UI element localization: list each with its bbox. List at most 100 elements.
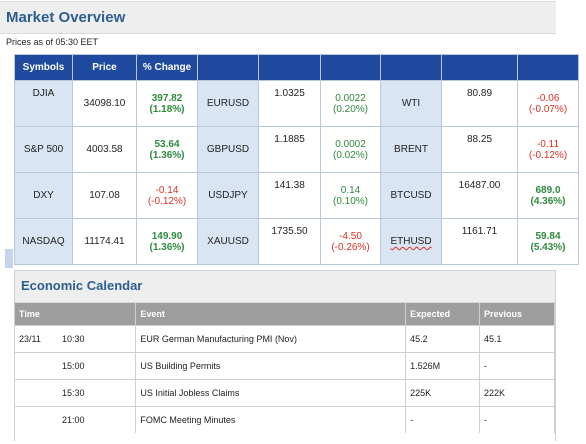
expected-cell: 45.2 [405, 325, 481, 353]
change-cell: 59.84 (5.43%) [517, 218, 579, 265]
expected-cell: 1.526M [405, 352, 481, 380]
change-value: -0.06 [536, 92, 560, 104]
price-cell: 1735.50 [258, 218, 321, 265]
economic-calendar-panel: Economic Calendar Time Event Expected Pr… [14, 270, 556, 441]
col-header-blank [258, 54, 321, 81]
price-cell: 1.0325 [258, 80, 321, 127]
change-cell: -0.14 (-0.12%) [136, 172, 198, 219]
change-cell: 53.64 (1.36%) [136, 126, 198, 173]
price-cell: 1.1885 [258, 126, 321, 173]
market-overview-header: Market Overview [0, 1, 556, 34]
change-value: 0.14 [340, 184, 361, 196]
economic-calendar-table: Time Event Expected Previous 23/11 10:30… [15, 303, 555, 433]
change-percent: (-0.12%) [147, 195, 187, 207]
symbol-cell: S&P 500 [14, 126, 73, 173]
market-table-header-row: Symbols Price % Change [14, 54, 579, 81]
col-header-expected: Expected [405, 303, 481, 326]
symbol-cell: WTI [380, 80, 442, 127]
symbol-cell: DXY [14, 172, 73, 219]
price-cell: 80.89 [441, 80, 518, 127]
change-cell: -0.11 (-0.12%) [517, 126, 579, 173]
change-value: 397.82 [151, 92, 183, 104]
change-value: 0.0022 [335, 92, 366, 104]
market-row: DXY 107.08 -0.14 (-0.12%) USDJPY 141.38 0… [14, 172, 579, 219]
market-row: S&P 500 4003.58 53.64 (1.36%) GBPUSD 1.18… [14, 126, 579, 173]
price-cell: 88.25 [441, 126, 518, 173]
date-cell: 23/11 [15, 325, 58, 353]
previous-cell: 222K [479, 379, 555, 407]
change-value: -0.11 [536, 138, 560, 150]
change-percent: (0.02%) [332, 149, 368, 161]
change-cell: 689.0 (4.36%) [517, 172, 579, 219]
expected-cell: - [405, 406, 481, 433]
cell-selection-marker [5, 249, 13, 268]
change-cell: 397.82 (1.18%) [136, 80, 198, 127]
change-value: -4.50 [339, 230, 362, 242]
symbol-text: ETHUSD [390, 236, 432, 247]
change-percent: (1.36%) [149, 241, 185, 253]
col-header-blank [320, 54, 381, 81]
time-cell: 15:00 [57, 352, 137, 380]
change-value: 149.90 [151, 230, 183, 242]
change-percent: (1.36%) [149, 149, 185, 161]
price-cell: 141.38 [258, 172, 321, 219]
change-cell: 0.14 (0.10%) [320, 172, 381, 219]
market-row: NASDAQ 11174.41 149.90 (1.36%) XAUUSD 173… [14, 218, 579, 265]
symbol-cell: BTCUSD [380, 172, 442, 219]
change-cell: 149.90 (1.36%) [136, 218, 198, 265]
symbol-cell: NASDAQ [14, 218, 73, 265]
change-percent: (5.43%) [530, 241, 566, 253]
symbol-cell: EURUSD [197, 80, 259, 127]
economic-calendar-title: Economic Calendar [21, 278, 143, 293]
col-header-change: % Change [136, 54, 198, 81]
change-percent: (-0.12%) [528, 149, 568, 161]
col-header-blank [517, 54, 579, 81]
change-cell: 0.0022 (0.20%) [320, 80, 381, 127]
col-header-time: Time [15, 303, 137, 326]
price-cell: 16487.00 [441, 172, 518, 219]
market-row: DJIA 34098.10 397.82 (1.18%) EURUSD 1.032… [14, 80, 579, 127]
change-cell: -0.06 (-0.07%) [517, 80, 579, 127]
symbol-cell: USDJPY [197, 172, 259, 219]
col-header-blank [197, 54, 259, 81]
change-cell: -4.50 (-0.26%) [320, 218, 381, 265]
change-percent: (0.10%) [332, 195, 368, 207]
date-cell [15, 406, 58, 433]
time-cell: 10:30 [57, 325, 137, 353]
date-cell [15, 352, 58, 380]
price-cell: 4003.58 [72, 126, 137, 173]
calendar-row: 15:00 US Building Permits 1.526M - [15, 352, 555, 380]
price-cell: 11174.41 [72, 218, 137, 265]
col-header-blank [380, 54, 442, 81]
col-header-previous: Previous [479, 303, 555, 326]
symbol-cell: BRENT [380, 126, 442, 173]
change-value: 0.0002 [335, 138, 366, 150]
change-percent: (1.18%) [149, 103, 185, 115]
col-header-blank [441, 54, 518, 81]
change-percent: (4.36%) [530, 195, 566, 207]
change-cell: 0.0002 (0.02%) [320, 126, 381, 173]
symbol-cell: GBPUSD [197, 126, 259, 173]
price-cell: 107.08 [72, 172, 137, 219]
symbol-cell: DJIA [14, 80, 73, 127]
event-cell: FOMC Meeting Minutes [135, 406, 407, 433]
change-value: -0.14 [155, 184, 179, 196]
calendar-row: 23/11 10:30 EUR German Manufacturing PMI… [15, 325, 555, 353]
date-cell [15, 379, 58, 407]
previous-cell: - [479, 406, 555, 433]
col-header-symbols: Symbols [14, 54, 73, 81]
time-cell: 21:00 [57, 406, 137, 433]
price-cell: 34098.10 [72, 80, 137, 127]
change-value: 59.84 [535, 230, 561, 242]
change-value: 53.64 [154, 138, 180, 150]
change-percent: (-0.07%) [528, 103, 568, 115]
prices-as-of-label: Prices as of 05:30 EET [6, 37, 99, 47]
change-percent: (-0.26%) [331, 241, 370, 253]
col-header-event: Event [135, 303, 407, 326]
price-cell: 1161.71 [441, 218, 518, 265]
change-percent: (0.20%) [332, 103, 368, 115]
previous-cell: - [479, 352, 555, 380]
change-value: 689.0 [535, 184, 561, 196]
event-cell: EUR German Manufacturing PMI (Nov) [135, 325, 407, 353]
previous-cell: 45.1 [479, 325, 555, 353]
